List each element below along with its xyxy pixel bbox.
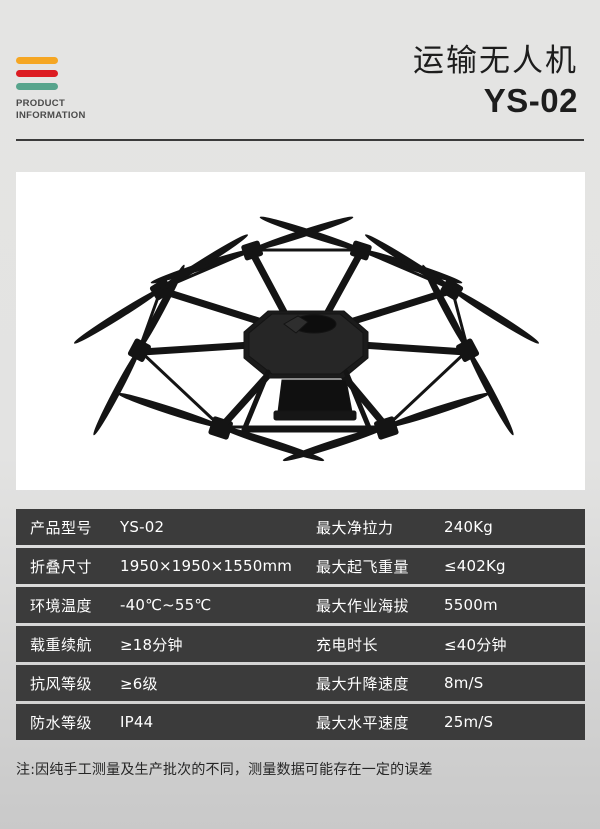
specifications-table: 产品型号 YS-02 最大净拉力 240Kg 折叠尺寸 1950×1950×15… (16, 509, 585, 740)
spec-value-right: 8m/S (444, 665, 585, 701)
spec-label-left: 折叠尺寸 (16, 548, 120, 584)
measurement-disclaimer: 注:因纯手工测量及生产批次的不同，测量数据可能存在一定的误差 (16, 762, 433, 778)
brand-logo: PRODUCT INFORMATION (16, 57, 126, 122)
spec-label-left-text: 产品型号 (30, 518, 93, 537)
spec-label-right: 最大作业海拔 (316, 587, 444, 623)
orange-bar-icon (16, 57, 58, 64)
spec-label-left: 环境温度 (16, 587, 120, 623)
product-photo (16, 172, 585, 490)
spec-label-right-text: 充电时长 (316, 635, 379, 654)
spec-value-right: 240Kg (444, 509, 585, 545)
table-row: 折叠尺寸 1950×1950×1550mm 最大起飞重量 ≤402Kg (16, 548, 585, 584)
spec-value-right: ≤402Kg (444, 548, 585, 584)
spec-label-right: 最大水平速度 (316, 704, 444, 740)
spec-value-left-text: -40℃~55℃ (120, 596, 212, 614)
spec-label-left: 抗风等级 (16, 665, 120, 701)
spec-label-left-text: 环境温度 (30, 596, 93, 615)
spec-label-left-text: 载重续航 (30, 635, 93, 654)
spec-label-right-text: 最大水平速度 (316, 713, 410, 732)
page-title: 运输无人机 YS-02 (413, 42, 578, 121)
spec-value-right-text: 25m/S (444, 713, 494, 731)
page-header: PRODUCT INFORMATION 运输无人机 YS-02 (0, 0, 600, 142)
spec-value-right-text: ≤402Kg (444, 557, 506, 575)
spec-value-right: 25m/S (444, 704, 585, 740)
spec-value-left-text: 1950×1950×1550mm (120, 557, 293, 575)
spec-value-right: 5500m (444, 587, 585, 623)
spec-value-left-text: IP44 (120, 713, 154, 731)
table-row: 环境温度 -40℃~55℃ 最大作业海拔 5500m (16, 587, 585, 623)
drone-illustration (73, 216, 540, 462)
spec-value-left: YS-02 (120, 509, 316, 545)
spec-value-right-text: 8m/S (444, 674, 484, 692)
spec-label-right: 最大起飞重量 (316, 548, 444, 584)
spec-value-right-text: 5500m (444, 596, 498, 614)
brand-label-line2: INFORMATION (16, 110, 86, 121)
spec-label-left: 载重续航 (16, 626, 120, 662)
spec-label-left-text: 抗风等级 (30, 674, 93, 693)
spec-value-left-text: ≥6级 (120, 674, 158, 693)
spec-label-right-text: 最大升降速度 (316, 674, 410, 693)
spec-label-left: 防水等级 (16, 704, 120, 740)
spec-label-left-text: 防水等级 (30, 713, 93, 732)
table-row: 载重续航 ≥18分钟 充电时长 ≤40分钟 (16, 626, 585, 662)
spec-label-right-text: 最大净拉力 (316, 518, 394, 537)
table-row: 防水等级 IP44 最大水平速度 25m/S (16, 704, 585, 740)
spec-value-left: 1950×1950×1550mm (120, 548, 316, 584)
table-row: 产品型号 YS-02 最大净拉力 240Kg (16, 509, 585, 545)
spec-value-right-text: 240Kg (444, 518, 493, 536)
spec-value-left-text: YS-02 (120, 518, 165, 536)
table-row: 抗风等级 ≥6级 最大升降速度 8m/S (16, 665, 585, 701)
spec-value-left: IP44 (120, 704, 316, 740)
spec-value-left-text: ≥18分钟 (120, 635, 183, 654)
spec-value-left: ≥18分钟 (120, 626, 316, 662)
spec-label-left: 产品型号 (16, 509, 120, 545)
red-bar-icon (16, 70, 58, 77)
brand-label: PRODUCT INFORMATION (16, 98, 126, 122)
spec-value-left: -40℃~55℃ (120, 587, 316, 623)
spec-label-right: 最大升降速度 (316, 665, 444, 701)
header-divider (16, 139, 584, 141)
spec-value-right-text: ≤40分钟 (444, 635, 507, 654)
spec-label-right-text: 最大作业海拔 (316, 596, 410, 615)
product-title-cn: 运输无人机 (413, 43, 578, 79)
product-model-title: YS-02 (483, 82, 578, 119)
green-bar-icon (16, 83, 58, 90)
spec-label-left-text: 折叠尺寸 (30, 557, 93, 576)
spec-label-right: 充电时长 (316, 626, 444, 662)
spec-label-right: 最大净拉力 (316, 509, 444, 545)
spec-value-right: ≤40分钟 (444, 626, 585, 662)
brand-label-line1: PRODUCT (16, 98, 66, 109)
spec-label-right-text: 最大起飞重量 (316, 557, 410, 576)
spec-value-left: ≥6级 (120, 665, 316, 701)
